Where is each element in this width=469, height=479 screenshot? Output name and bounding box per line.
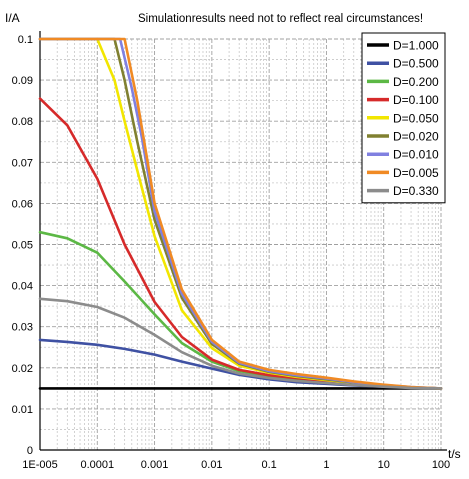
legend-label: D=0.005 (393, 166, 439, 180)
legend-label: D=0.100 (393, 93, 439, 107)
y-tick-label: 0.1 (18, 34, 33, 46)
legend-label: D=0.330 (393, 184, 439, 198)
legend-label: D=0.050 (393, 111, 439, 125)
y-tick-label: 0.08 (12, 116, 33, 128)
legend-label: D=0.010 (393, 148, 439, 162)
axes (39, 31, 447, 451)
y-tick-label: 0 (27, 445, 33, 457)
x-tick-label: 1E-005 (22, 459, 57, 471)
legend-label: D=0.200 (393, 75, 439, 89)
y-tick-label: 0.01 (12, 404, 33, 416)
series-line-d-0-330 (38, 297, 443, 390)
series-line-d-0-005 (38, 37, 443, 390)
disclaimer-note: Simulationresults need not to reflect re… (138, 13, 423, 25)
series-layer (38, 37, 443, 390)
y-tick-label: 0.02 (12, 363, 33, 375)
y-tick-label: 0.05 (12, 240, 33, 252)
legend-label: D=0.020 (393, 130, 439, 144)
x-tick-label: 0.001 (141, 459, 169, 471)
legend: D=1.000 D=0.500 D=0.200 D=0.100 D=0.050 D=0.0… (361, 32, 446, 204)
x-tick-label: 0.0001 (80, 459, 114, 471)
x-tick-label: 10 (378, 459, 390, 471)
legend-label: D=1.000 (393, 39, 439, 53)
y-tick-label: 0.07 (12, 157, 33, 169)
x-tick-label: 0.1 (261, 459, 276, 471)
x-tick-label: 100 (432, 459, 450, 471)
x-axis-label: t/s (448, 447, 461, 461)
y-tick-label: 0.09 (12, 75, 33, 87)
y-axis-label: I/A (5, 11, 20, 25)
legend-label: D=0.500 (393, 57, 439, 71)
x-tick-label: 0.01 (201, 459, 222, 471)
y-tick-label: 0.03 (12, 322, 33, 334)
y-tick-label: 0.06 (12, 198, 33, 210)
tick-labels: 1E-005 0.0001 0.001 0.01 0.1 1 10 100 0 0.01 0.02 0… (12, 34, 451, 471)
y-tick-label: 0.04 (12, 281, 33, 293)
x-tick-label: 1 (323, 459, 329, 471)
